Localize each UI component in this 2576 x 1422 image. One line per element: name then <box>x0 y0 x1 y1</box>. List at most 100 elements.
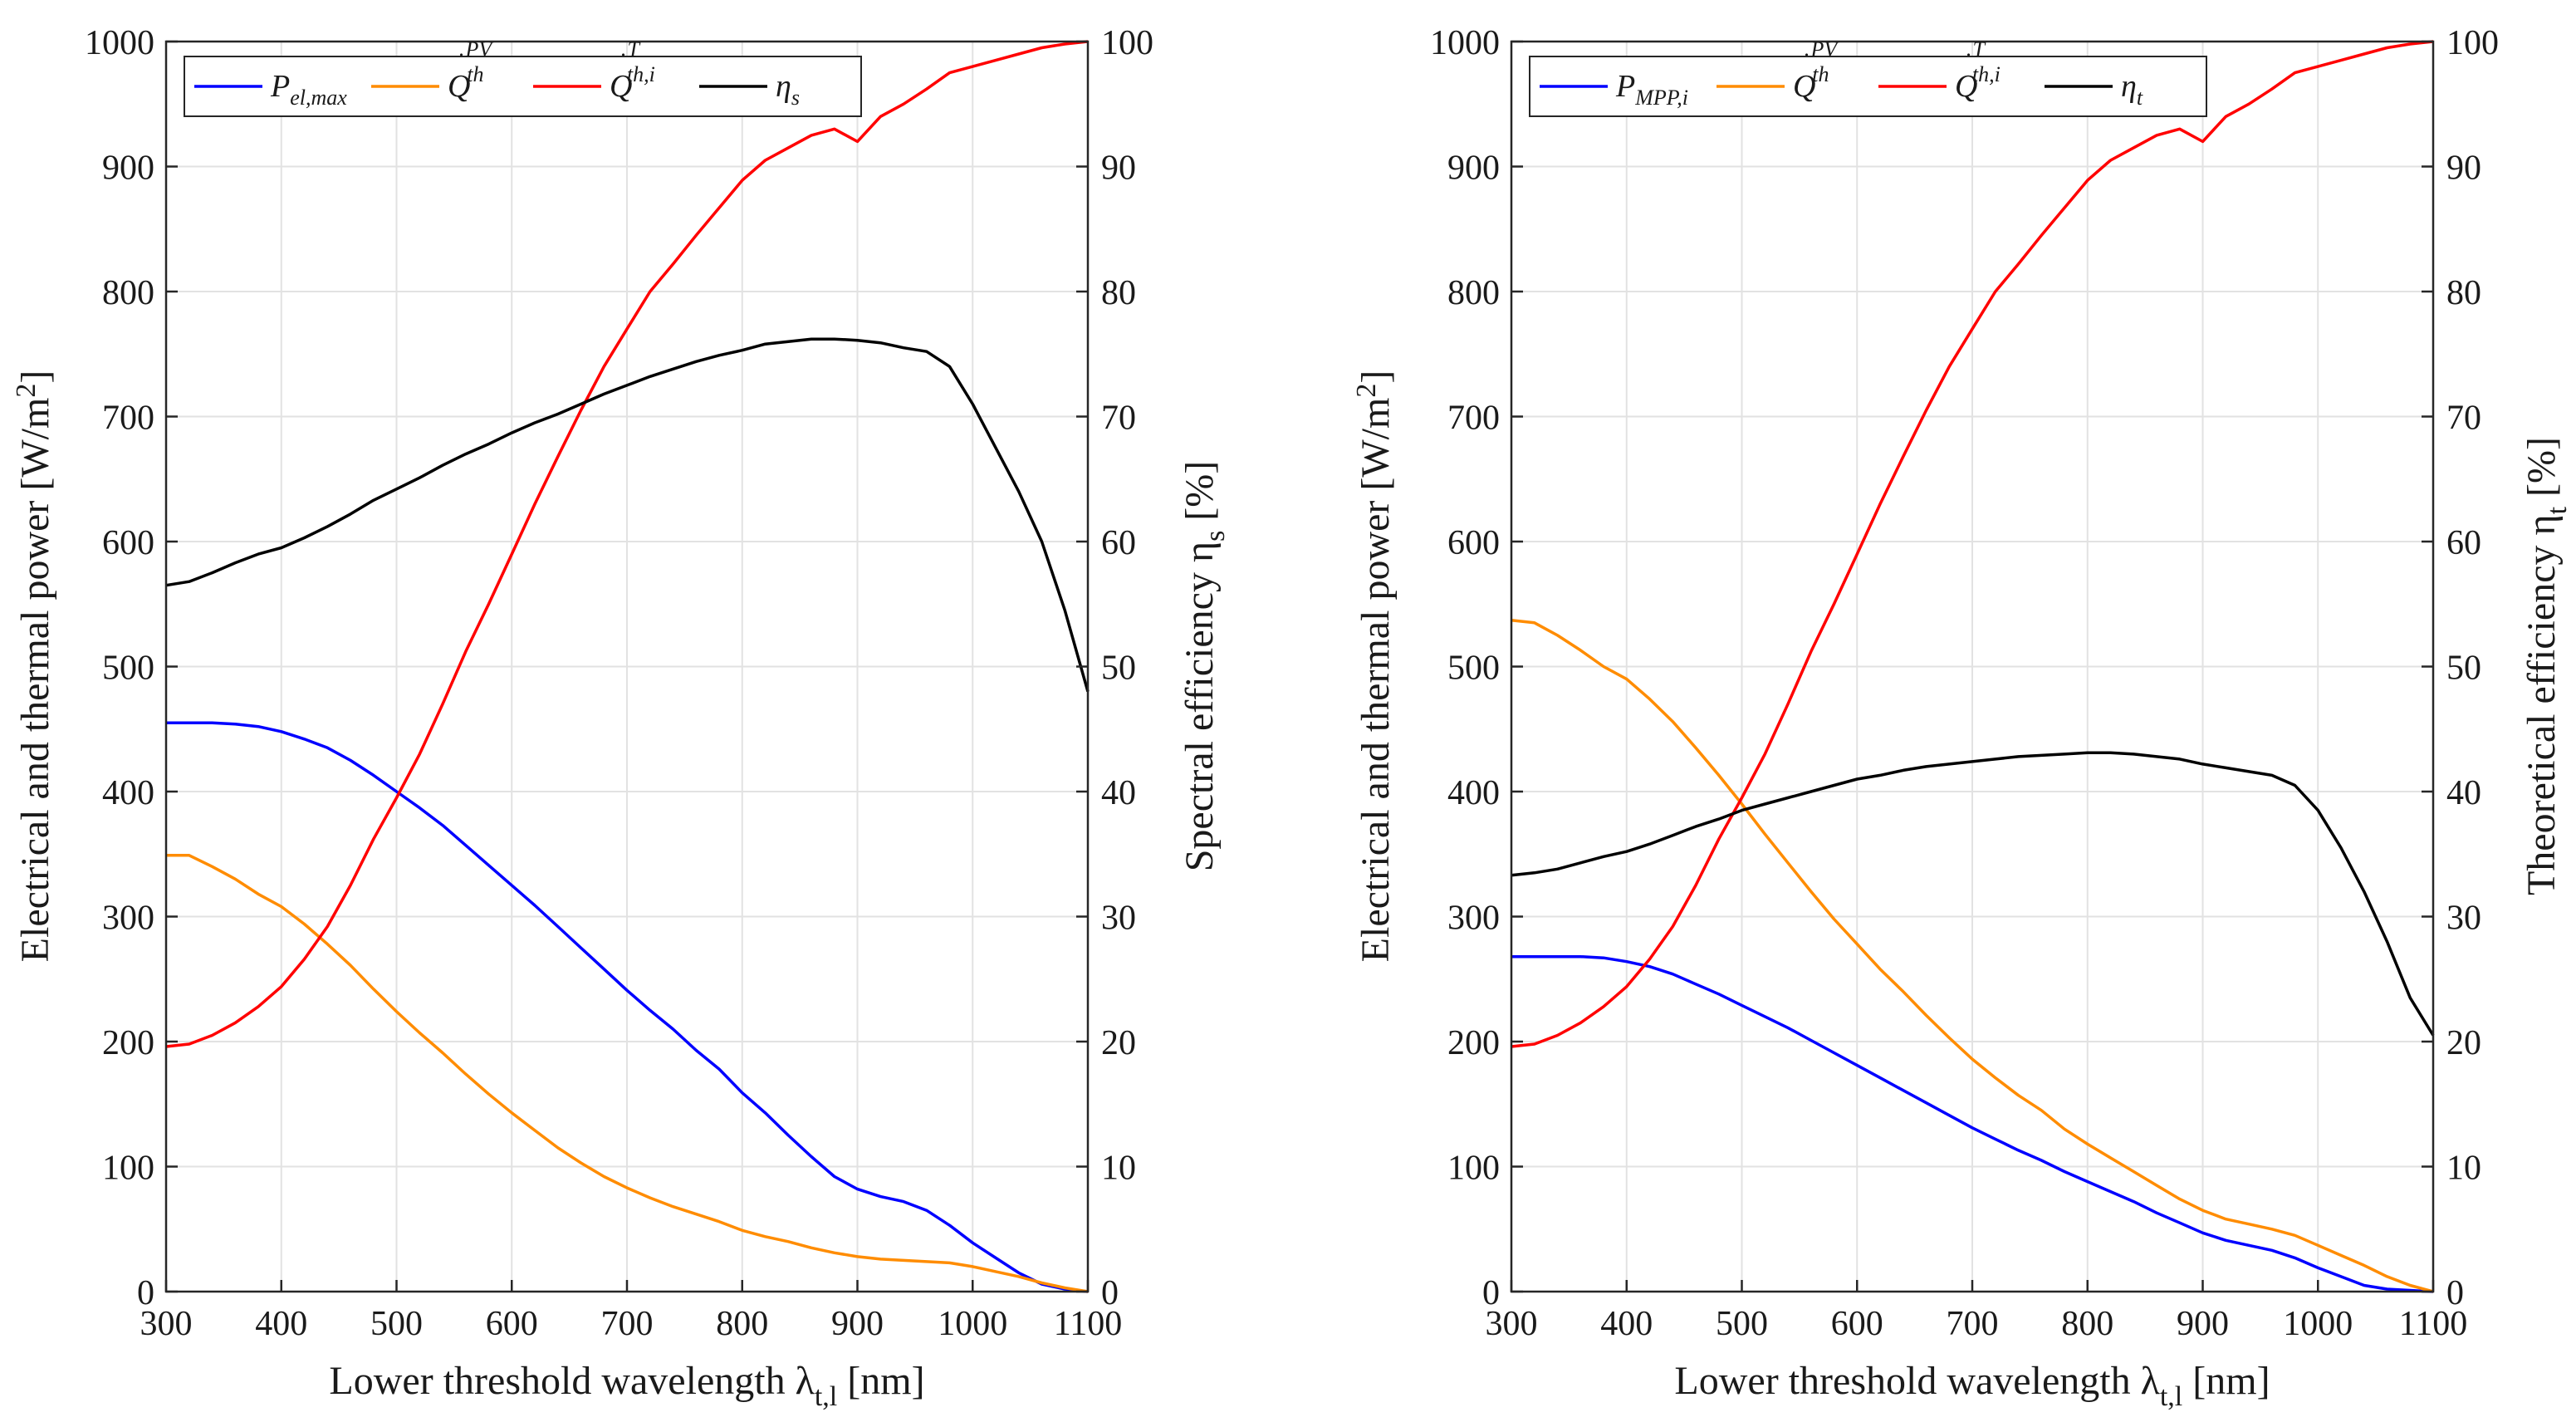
x-tick-label: 400 <box>255 1305 307 1343</box>
y-left-tick-label: 600 <box>102 524 154 562</box>
y-left-tick-label: 100 <box>102 1150 154 1188</box>
y-right-tick-label: 70 <box>1101 400 1136 438</box>
y-left-axis-label: Electrical and thermal power [W/m2] <box>1351 370 1398 963</box>
grid-lines <box>1511 41 2434 1292</box>
y-left-tick-label: 0 <box>1482 1274 1500 1312</box>
series-line-p-mppi <box>1511 954 2434 1293</box>
y-left-tick-label: 300 <box>102 900 154 938</box>
y-right-tick-label: 0 <box>2446 1274 2464 1312</box>
y-right-tick-label: 80 <box>1101 274 1136 312</box>
y-left-tick-labels: 0 100 200 300 400 500 600 700 800 900 1000 <box>1430 24 1523 1312</box>
series-line-eta-t <box>1511 751 2435 1037</box>
y-right-tick-label: 40 <box>1101 774 1136 812</box>
x-axis-label: Lower threshold wavelength λt,l [nm] <box>329 1359 924 1412</box>
legend-label: ηs <box>776 69 800 110</box>
x-tick-labels: 300 400 500 600 700 800 900 1000 1100 <box>1486 1280 2467 1343</box>
x-tick-label: 900 <box>2177 1305 2229 1343</box>
x-tick-label: 900 <box>831 1305 884 1343</box>
legend-label: Q˙T th,i <box>1955 37 2001 104</box>
y-left-tick-label: 0 <box>137 1274 154 1312</box>
y-right-tick-labels: 0 10 20 30 40 50 60 70 80 90 100 <box>1076 24 1153 1312</box>
y-left-tick-label: 500 <box>1447 650 1500 688</box>
series-line-q-thi-t <box>165 40 1089 1048</box>
y-right-tick-label: 30 <box>2446 900 2481 938</box>
y-right-tick-labels: 0 10 20 30 40 50 60 70 80 90 100 <box>2422 24 2499 1312</box>
y-right-tick-label: 0 <box>1101 1274 1119 1312</box>
y-left-tick-label: 100 <box>1447 1150 1500 1188</box>
grid-lines <box>165 41 1089 1292</box>
y-right-tick-label: 100 <box>2446 24 2499 62</box>
y-left-axis-label: Electrical and thermal power [W/m2] <box>11 370 57 963</box>
series-line-eta-s <box>165 337 1090 693</box>
y-right-tick-label: 30 <box>1101 900 1136 938</box>
x-tick-label: 500 <box>1716 1305 1768 1343</box>
y-right-tick-label: 90 <box>1101 150 1136 188</box>
legend: PMPP,i Q˙PV th Q˙T th,i ηt <box>1529 37 2207 117</box>
series-line-p-elmax <box>166 721 1089 1293</box>
series-lines <box>165 40 1090 1293</box>
y-right-tick-label: 20 <box>1101 1024 1136 1062</box>
y-left-tick-label: 600 <box>1447 524 1500 562</box>
x-tick-label: 300 <box>140 1305 193 1343</box>
y-left-tick-label: 900 <box>1447 150 1500 188</box>
x-tick-label: 1000 <box>2283 1305 2353 1343</box>
y-left-tick-label: 300 <box>1447 900 1500 938</box>
x-tick-label: 1100 <box>2399 1305 2467 1343</box>
y-right-axis-label: Theoretical efficiency ηt [%] <box>2520 437 2573 895</box>
y-left-tick-labels: 0 100 200 300 400 500 600 700 800 900 1000 <box>85 24 178 1312</box>
y-left-tick-label: 700 <box>1447 400 1500 438</box>
y-left-tick-label: 1000 <box>1430 24 1500 62</box>
y-left-tick-label: 400 <box>1447 774 1500 812</box>
x-tick-labels: 300 400 500 600 700 800 900 1000 1100 <box>140 1280 1122 1343</box>
legend-label: Q˙PV th <box>448 37 494 104</box>
series-line-q-thi-t <box>1511 40 2434 1048</box>
plot-frame <box>1510 40 2435 1293</box>
y-right-tick-label: 40 <box>2446 774 2481 812</box>
y-left-tick-label: 1000 <box>85 24 154 62</box>
y-left-tick-label: 500 <box>102 650 154 688</box>
y-left-tick-label: 900 <box>102 150 154 188</box>
y-left-tick-label: 700 <box>102 400 154 438</box>
y-right-tick-label: 10 <box>2446 1150 2481 1188</box>
y-left-tick-label: 800 <box>102 274 154 312</box>
y-right-tick-label: 90 <box>2446 150 2481 188</box>
chart-panel-right: 300 400 500 600 700 800 900 1000 1100 0100200300… <box>1351 24 2573 1412</box>
legend-label: PMPP,i <box>1615 69 1688 110</box>
x-tick-label: 500 <box>370 1305 423 1343</box>
x-tick-label: 700 <box>601 1305 654 1343</box>
legend-label: Q˙T th,i <box>610 37 655 104</box>
x-tick-label: 700 <box>1947 1305 1999 1343</box>
y-right-tick-label: 50 <box>2446 650 2481 688</box>
x-axis-label: Lower threshold wavelength λt,l [nm] <box>1674 1359 2270 1412</box>
plot-frame <box>164 40 1090 1293</box>
y-right-tick-label: 20 <box>2446 1024 2481 1062</box>
y-right-tick-label: 100 <box>1101 24 1153 62</box>
chart-panel-left: 300 400 500 600 700 800 900 1000 1100 0100200300… <box>11 24 1231 1412</box>
y-left-tick-label: 800 <box>1447 274 1500 312</box>
series-line-q-th-pv <box>1511 619 2434 1293</box>
x-tick-label: 400 <box>1600 1305 1653 1343</box>
legend-label: ηt <box>2121 69 2143 110</box>
legend-label: Pel,max <box>270 69 347 110</box>
y-right-tick-label: 70 <box>2446 400 2481 438</box>
y-right-tick-label: 60 <box>1101 524 1136 562</box>
y-right-axis-label: Spectral efficiency ηs [%] <box>1178 461 1231 872</box>
x-tick-label: 600 <box>1831 1305 1883 1343</box>
x-tick-label: 800 <box>2061 1305 2113 1343</box>
x-tick-label: 600 <box>486 1305 538 1343</box>
legend-box <box>1529 56 2207 117</box>
y-right-tick-label: 80 <box>2446 274 2481 312</box>
y-left-tick-label: 400 <box>102 774 154 812</box>
legend: Pel,max Q˙PV th Q˙T th,i ηs <box>184 37 862 117</box>
y-left-tick-label: 200 <box>102 1024 154 1062</box>
x-tick-label: 1100 <box>1054 1305 1122 1343</box>
x-tick-label: 300 <box>1486 1305 1538 1343</box>
y-left-tick-label: 200 <box>1447 1024 1500 1062</box>
legend-label: Q˙PV th <box>1793 37 1839 104</box>
x-tick-label: 1000 <box>938 1305 1007 1343</box>
series-lines <box>1511 40 2435 1293</box>
x-tick-label: 800 <box>716 1305 768 1343</box>
y-right-tick-label: 10 <box>1101 1150 1136 1188</box>
y-right-tick-label: 50 <box>1101 650 1136 688</box>
